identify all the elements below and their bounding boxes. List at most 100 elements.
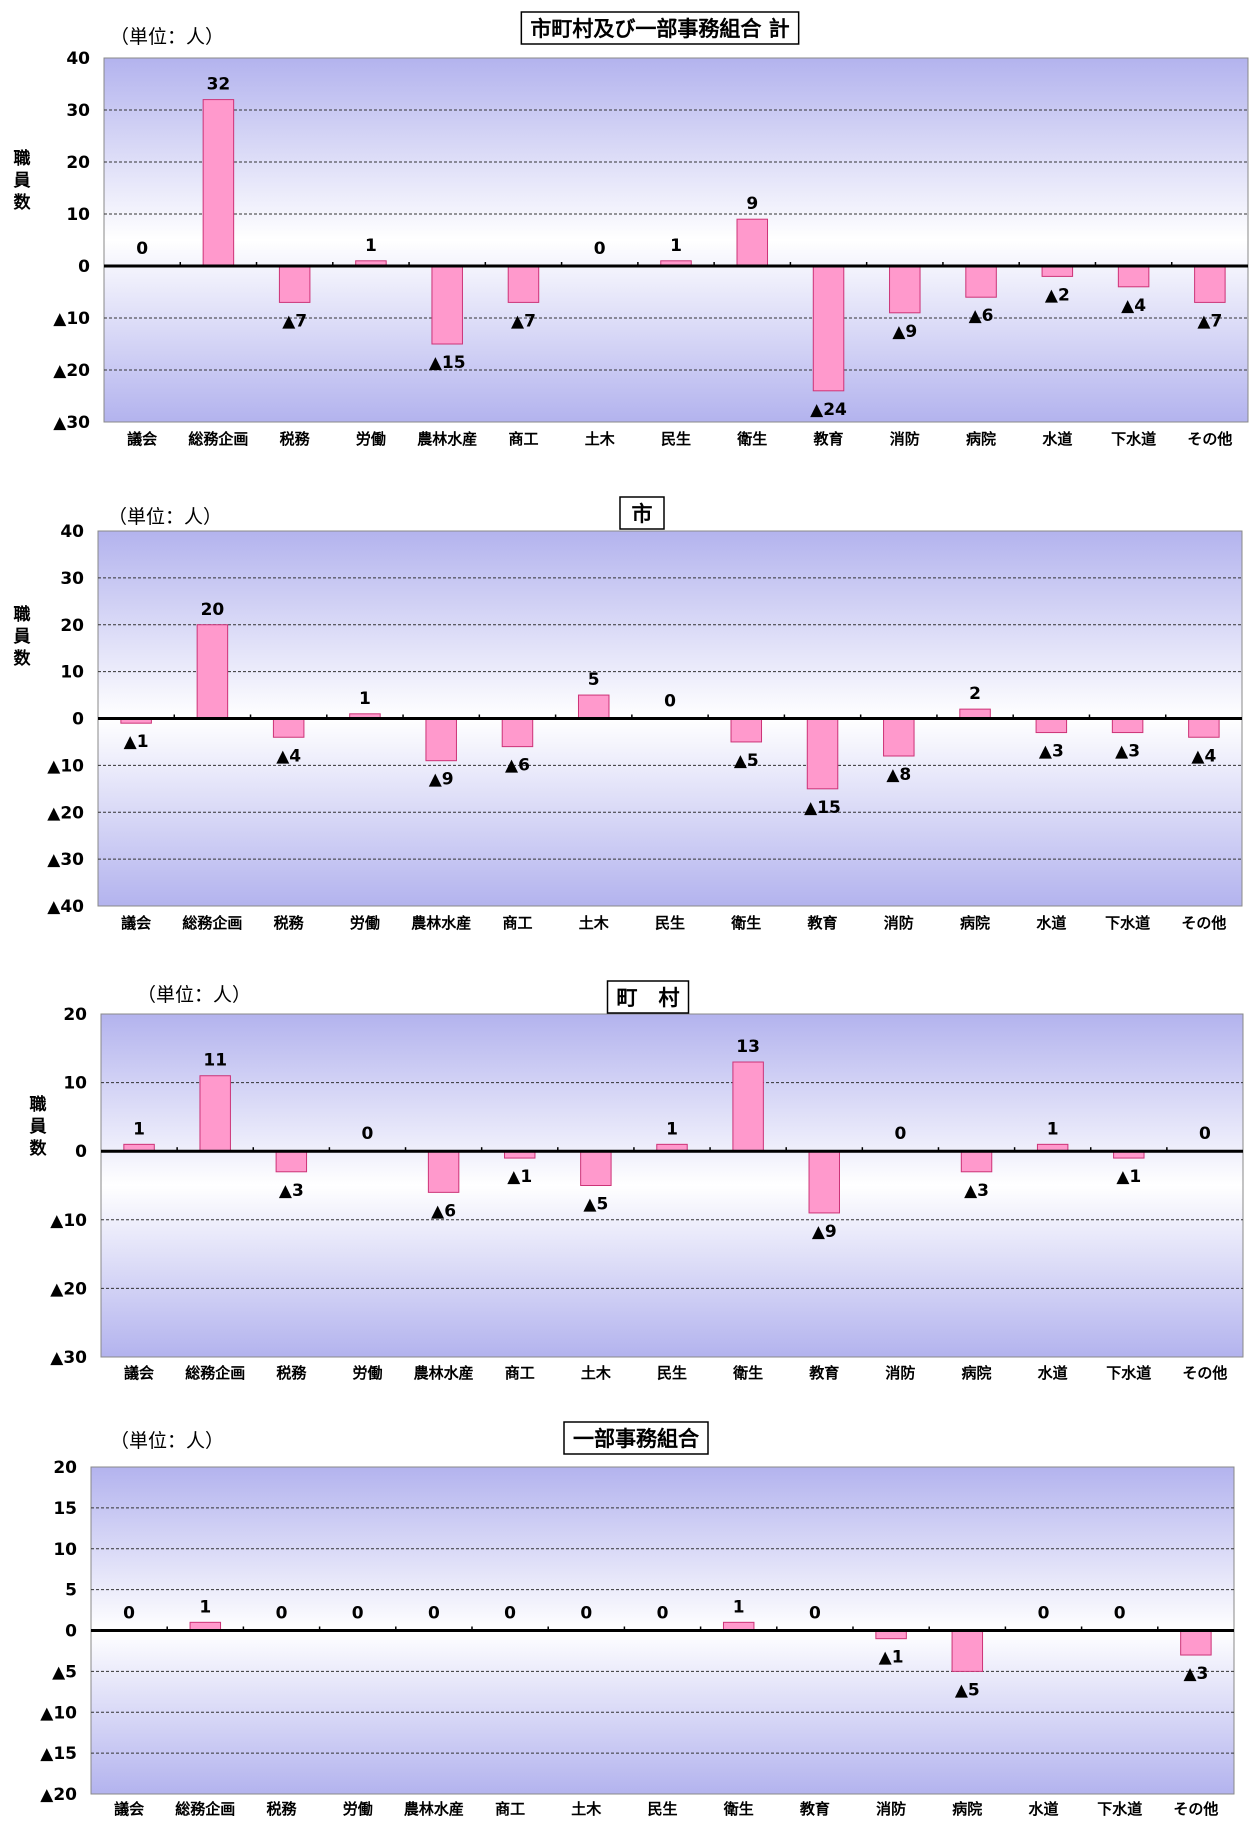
bar	[431, 265, 463, 345]
bar	[1111, 718, 1144, 734]
chart-2: ▲40▲30▲20▲10010203040▲1議会20総務企画▲4税務1労働▲9…	[13, 496, 1243, 932]
category-label: 下水道	[1105, 914, 1150, 932]
category-label: 衛生	[730, 914, 761, 932]
bar	[425, 718, 457, 762]
data-label: 1	[199, 1597, 211, 1617]
category-label: 農林水産	[414, 1364, 474, 1382]
category-label: 税務	[274, 914, 305, 932]
data-label: 13	[736, 1037, 760, 1057]
data-label: ▲3	[1115, 742, 1140, 762]
data-label: ▲6	[431, 1201, 456, 1221]
bar	[1188, 718, 1220, 738]
bar	[1117, 265, 1150, 288]
category-label: 病院	[960, 914, 990, 932]
category-label: 総務企画	[188, 430, 248, 448]
data-label: ▲5	[955, 1680, 980, 1700]
category-label: その他	[1182, 1364, 1227, 1382]
data-label: ▲7	[282, 311, 307, 331]
data-label: ▲5	[583, 1195, 608, 1215]
data-label: ▲6	[505, 756, 530, 776]
y-tick-label: 10	[53, 1540, 77, 1560]
y-tick-label: 0	[65, 1622, 77, 1642]
bar	[883, 718, 915, 757]
bar	[507, 265, 540, 303]
data-label: 0	[136, 239, 148, 259]
bar	[730, 718, 763, 743]
category-label: その他	[1173, 1800, 1218, 1818]
data-label: ▲3	[964, 1181, 989, 1201]
y-tick-label: ▲30	[53, 413, 90, 433]
y-tick-label: 30	[60, 569, 84, 589]
data-label: 5	[588, 670, 600, 690]
category-label: 土木	[585, 430, 616, 448]
data-label: ▲3	[1039, 742, 1064, 762]
y-tick-label: 40	[66, 49, 90, 69]
data-label: 0	[123, 1604, 135, 1624]
data-label: 0	[362, 1124, 374, 1144]
y-tick-label: 0	[72, 710, 84, 730]
bar	[736, 218, 769, 267]
category-label: 下水道	[1106, 1364, 1151, 1382]
category-label: 消防	[885, 1364, 915, 1382]
plot-area	[103, 57, 1249, 423]
data-label: 0	[1038, 1604, 1050, 1624]
category-label: 議会	[121, 914, 151, 932]
chart-title: 町 村	[617, 986, 680, 1010]
chart-title: 市	[632, 502, 653, 526]
chart-title: 市町村及び一部事務組合 計	[530, 17, 789, 41]
data-label: ▲24	[810, 400, 847, 420]
bar	[1194, 265, 1226, 303]
data-label: ▲5	[734, 751, 759, 771]
category-label: 水道	[1042, 430, 1072, 448]
bar	[1180, 1630, 1212, 1656]
data-label: ▲4	[1121, 296, 1146, 316]
bar	[1035, 718, 1068, 734]
y-axis-label: 職員数	[13, 148, 32, 213]
bar	[501, 718, 534, 748]
data-label: ▲8	[886, 765, 911, 785]
data-label: 1	[359, 689, 371, 709]
category-label: 教育	[807, 914, 838, 932]
y-tick-label: ▲5	[52, 1662, 77, 1682]
plot-area	[100, 1013, 1244, 1358]
category-label: 教育	[799, 1800, 830, 1818]
data-label: ▲15	[804, 798, 841, 818]
bar	[732, 1061, 764, 1152]
y-tick-label: 15	[53, 1499, 77, 1519]
bar	[889, 265, 921, 314]
data-label: 1	[365, 236, 377, 256]
category-label: 商工	[495, 1800, 525, 1818]
category-label: 総務企画	[175, 1800, 235, 1818]
data-label: ▲4	[276, 746, 301, 766]
category-label: 衛生	[723, 1800, 754, 1818]
unit-label: （単位：人）	[108, 506, 222, 528]
bar	[580, 1150, 612, 1186]
category-label: 教育	[813, 430, 844, 448]
bar	[427, 1150, 460, 1193]
data-label: 0	[276, 1604, 288, 1624]
category-label: 労働	[350, 914, 380, 932]
data-label: 2	[969, 684, 981, 704]
chart-4: ▲20▲15▲10▲5051015200議会1総務企画0税務0労働0農林水産0商…	[40, 1421, 1235, 1818]
category-label: 土木	[571, 1800, 602, 1818]
bar	[199, 1075, 231, 1152]
data-label: ▲7	[511, 311, 536, 331]
category-label: 衛生	[732, 1364, 763, 1382]
category-label: 商工	[508, 430, 538, 448]
y-tick-label: 5	[65, 1581, 77, 1601]
category-label: 議会	[127, 430, 157, 448]
category-label: 労働	[356, 430, 386, 448]
y-axis-label: 職員数	[29, 1094, 48, 1159]
category-label: 病院	[962, 1364, 992, 1382]
data-label: 0	[809, 1604, 821, 1624]
category-label: 民生	[655, 914, 685, 932]
unit-label: （単位：人）	[110, 1430, 224, 1452]
bar	[278, 265, 311, 303]
y-tick-label: ▲10	[50, 1211, 87, 1231]
data-label: 0	[580, 1604, 592, 1624]
data-label: ▲9	[892, 322, 917, 342]
data-label: 0	[664, 692, 676, 712]
data-label: ▲15	[429, 353, 466, 373]
category-label: 労働	[352, 1364, 382, 1382]
category-label: 水道	[1028, 1800, 1058, 1818]
